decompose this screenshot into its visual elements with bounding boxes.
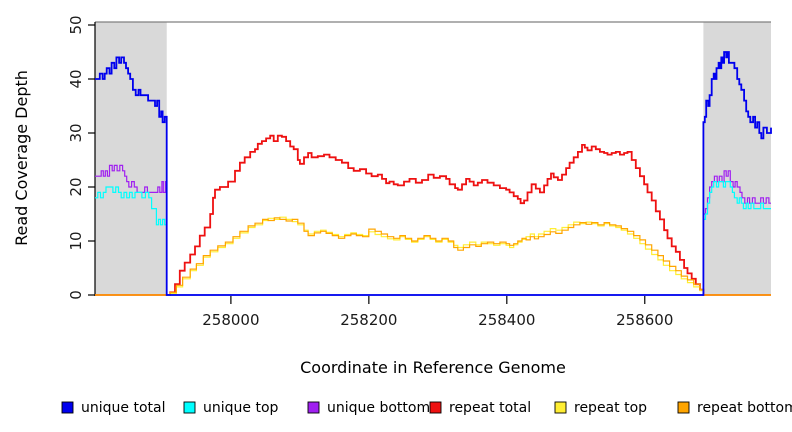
y-axis-title: Read Coverage Depth <box>12 70 31 246</box>
x-tick-label: 258600 <box>616 311 673 329</box>
legend-swatch-unique-top <box>183 401 196 414</box>
y-tick-label: 0 <box>67 290 85 300</box>
y-tick-label: 30 <box>67 123 85 142</box>
series-lines-layer <box>95 51 772 296</box>
series-line-repeat-bottom <box>95 217 771 296</box>
masked-regions-layer <box>95 22 771 295</box>
y-axis-ticks: 0 10 20 30 40 50 <box>67 15 95 300</box>
x-axis-ticks: 258000 258200 258400 258600 <box>202 296 673 329</box>
series-line-repeat-top <box>95 216 771 296</box>
x-axis-title: Coordinate in Reference Genome <box>300 358 566 377</box>
series-line-unique-bottom <box>95 164 771 296</box>
y-tick-label: 50 <box>67 15 85 34</box>
x-tick-label: 258400 <box>478 311 535 329</box>
legend-swatch-repeat-top <box>554 401 567 414</box>
legend-label-unique-bottom: unique bottom <box>327 400 430 416</box>
legend-label-unique-total: unique total <box>81 400 165 416</box>
legend-swatch-unique-bottom <box>307 401 320 414</box>
x-tick-label: 258000 <box>202 311 259 329</box>
y-tick-label: 20 <box>67 177 85 196</box>
legend-label-repeat-bottom: repeat bottom <box>697 400 792 416</box>
y-tick-label: 40 <box>67 69 85 88</box>
legend-label-repeat-top: repeat top <box>574 400 647 416</box>
legend-label-unique-top: unique top <box>203 400 279 416</box>
series-line-repeat-total <box>95 134 771 296</box>
legend-swatch-unique-total <box>61 401 74 414</box>
y-tick-label: 10 <box>67 231 85 250</box>
masked-region <box>95 22 167 295</box>
x-tick-label: 258200 <box>340 311 397 329</box>
legend-swatch-repeat-total <box>429 401 442 414</box>
series-line-unique-total <box>95 51 772 296</box>
legend-swatch-repeat-bottom <box>677 401 690 414</box>
legend: unique total unique top unique bottom repea… <box>61 400 792 416</box>
legend-label-repeat-total: repeat total <box>449 400 531 416</box>
masked-region <box>703 22 771 295</box>
